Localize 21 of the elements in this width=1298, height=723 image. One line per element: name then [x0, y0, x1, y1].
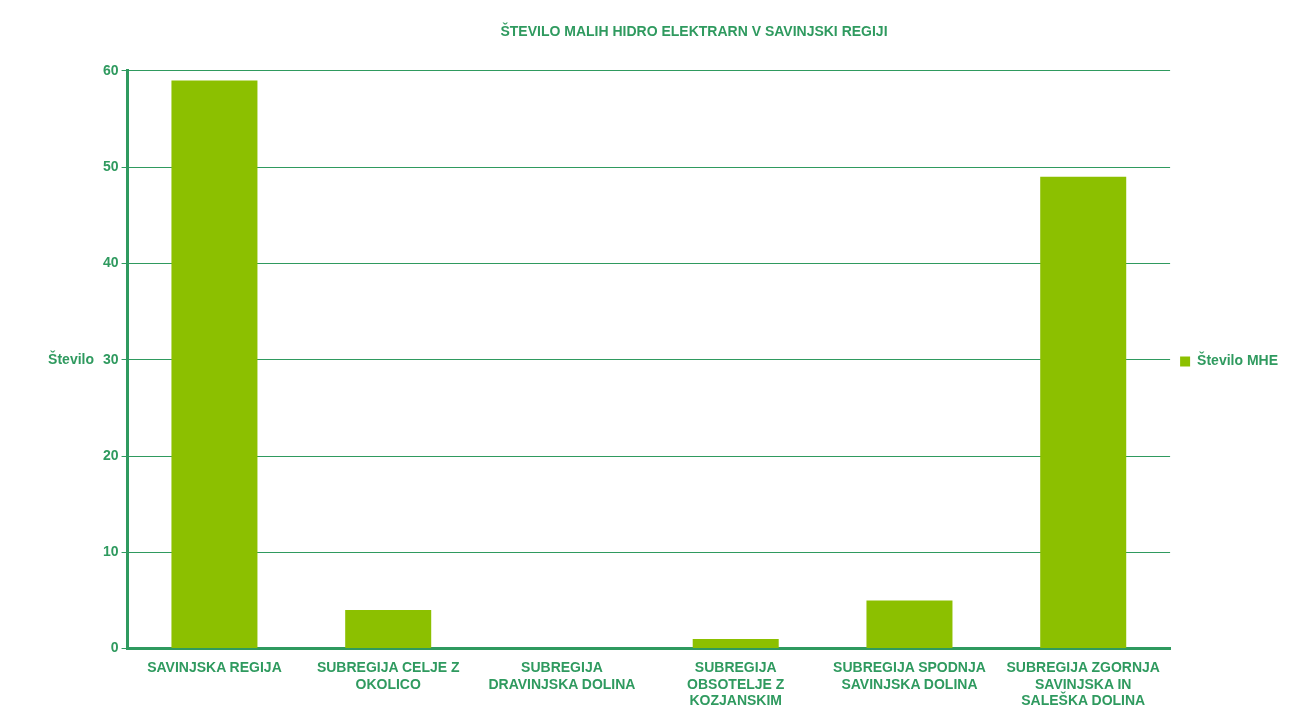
bar [171, 80, 258, 649]
x-tick-label: SUBREGIJA DRAVINJSKA DOLINA [488, 658, 636, 692]
x-tick-label: SUBREGIJA SPODNJA SAVINJSKA DOLINA [833, 658, 986, 692]
y-tick-label: 20 [102, 446, 119, 463]
chart-title: ŠTEVILO MALIH HIDRO ELEKTRARN V SAVINJSKI REGIJI [500, 22, 888, 40]
y-tick-label: 30 [102, 350, 119, 367]
bar [692, 638, 779, 649]
y-axis-title: Število [48, 349, 94, 367]
x-tick-label: SUBREGIJA ZGORNJA SAVINJSKA IN SALEŠKA DOLINA [1006, 658, 1160, 709]
bar [866, 600, 953, 649]
bar [1040, 176, 1127, 649]
x-tick-label: SUBREGIJA CELJE Z OKOLICO [316, 658, 460, 692]
bar [345, 610, 432, 649]
y-tick-label: 10 [102, 543, 119, 560]
y-tick-label: 40 [102, 254, 119, 271]
x-tick-label: SAVINJSKA REGIJA [147, 658, 282, 675]
legend-label: Število MHE [1197, 351, 1278, 369]
y-tick-label: 0 [110, 639, 119, 656]
x-tick-label: SUBREGIJA OBSOTELJE Z KOZJANSKIM [687, 658, 785, 709]
y-tick-label: 60 [102, 61, 119, 78]
y-tick-label: 50 [102, 157, 119, 174]
